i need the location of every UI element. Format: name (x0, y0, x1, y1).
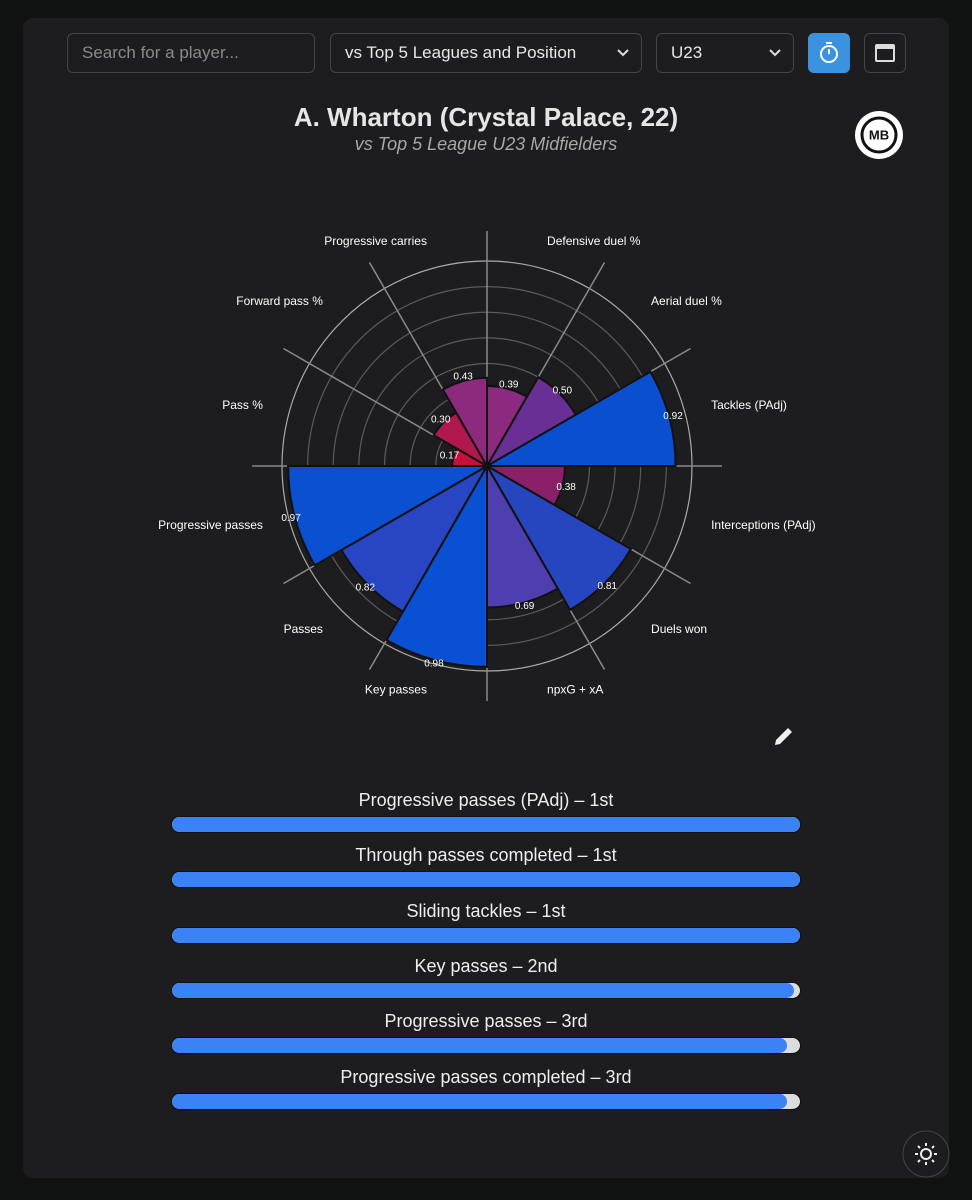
highlight-track (171, 816, 801, 833)
value-label: 0.50 (553, 385, 573, 396)
category-label: npxG + xA (547, 682, 603, 696)
wedge (385, 462, 488, 668)
wedge (441, 376, 488, 470)
chevron (617, 49, 629, 57)
calendar-icon (875, 44, 895, 62)
comparison-select[interactable]: vs Top 5 Leagues and Position (330, 33, 642, 73)
chart-title: A. Wharton (Crystal Palace, 22) (294, 102, 678, 132)
highlight-track (171, 1092, 801, 1110)
select-value: U23 (671, 43, 703, 62)
highlight-label: Progressive passes completed – 3rd (340, 1066, 632, 1087)
category-label: Passes (284, 622, 323, 636)
highlight-label: Through passes completed – 1st (355, 845, 617, 866)
highlight-track (171, 926, 801, 944)
category-label: Pass % (222, 398, 263, 412)
highlight-bar (172, 1093, 788, 1109)
highlight-label: Sliding tackles – 1st (406, 900, 566, 921)
value-label: 0.98 (424, 659, 444, 670)
category-label: Interceptions (PAdj) (711, 518, 816, 532)
value-label: 0.30 (431, 414, 451, 425)
highlight-track (171, 1037, 801, 1055)
category-label: Progressive passes (158, 518, 263, 532)
wedge (287, 465, 491, 567)
edit-icon[interactable] (775, 728, 792, 745)
highlight-bar (172, 872, 800, 888)
value-label: 0.38 (556, 482, 576, 493)
search-input[interactable]: Search for a player... (67, 33, 315, 73)
highlight-bar (172, 817, 800, 832)
value-label: 0.97 (281, 513, 301, 524)
calendar-button[interactable] (864, 33, 906, 73)
wedge (483, 370, 677, 467)
wedge (340, 463, 490, 613)
timer-icon (820, 42, 838, 63)
highlight-bar (172, 1038, 788, 1054)
select-value: vs Top 5 Leagues and Position (345, 43, 577, 62)
highlight-track (171, 981, 801, 999)
highlight-label: Progressive passes – 3rd (384, 1011, 588, 1032)
value-label: 0.82 (356, 582, 376, 593)
theme-button[interactable] (902, 1130, 950, 1178)
category-label: Tackles (PAdj) (711, 398, 787, 412)
category-label: Key passes (365, 682, 427, 696)
chart-subtitle: vs Top 5 League U23 Midfielders (355, 134, 618, 154)
category-label: Defensive duel % (547, 234, 641, 248)
logo-text: MB (869, 127, 889, 142)
value-label: 0.17 (440, 451, 460, 462)
category-label: Progressive carries (324, 234, 427, 248)
wedge (484, 463, 633, 612)
highlight-bar (172, 982, 794, 998)
age-select[interactable]: U23 (656, 33, 794, 73)
value-label: 0.81 (598, 581, 618, 592)
category-label: Forward pass % (236, 294, 323, 308)
timer-button[interactable] (808, 33, 850, 73)
logo: MB (855, 111, 903, 159)
highlight-label: Progressive passes (PAdj) – 1st (358, 790, 614, 810)
highlight-bar (172, 927, 800, 943)
category-label: Duels won (651, 622, 707, 636)
highlight-track (171, 871, 801, 889)
value-label: 0.39 (499, 380, 519, 391)
value-label: 0.92 (663, 411, 683, 422)
category-label: Aerial duel % (651, 294, 722, 308)
value-label: 0.69 (515, 601, 535, 612)
chevron (769, 49, 781, 57)
highlight-label: Key passes – 2nd (414, 955, 558, 976)
value-label: 0.43 (453, 372, 473, 383)
